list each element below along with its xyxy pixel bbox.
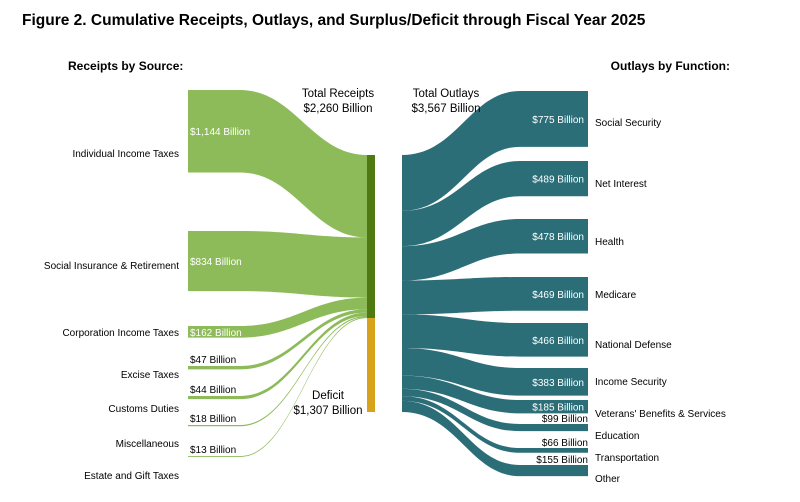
outlay-value-education: $99 Billion xyxy=(542,414,588,425)
outlay-label-income-security: Income Security xyxy=(595,377,667,388)
outlay-flows xyxy=(402,91,588,477)
outlay-value-medicare: $469 Billion xyxy=(532,290,584,301)
total-receipts-value: $2,260 Billion xyxy=(303,103,372,115)
outlay-label-social-security: Social Security xyxy=(595,118,661,129)
receipt-value-corporation-income-taxes: $162 Billion xyxy=(190,328,242,339)
receipt-flow-customs-duties xyxy=(188,312,367,400)
receipt-label-estate-and-gift-taxes: Estate and Gift Taxes xyxy=(84,471,179,482)
outlay-value-net-interest: $489 Billion xyxy=(532,175,584,186)
receipt-value-individual-income-taxes: $1,144 Billion xyxy=(190,127,250,138)
labels: Individual Income Taxes $1,144 Billion Soc… xyxy=(44,59,730,485)
outlay-flow-health xyxy=(402,219,588,281)
receipt-label-corporation-income-taxes: Corporation Income Taxes xyxy=(62,328,179,339)
receipt-label-miscellaneous: Miscellaneous xyxy=(116,439,179,450)
outlay-label-national-defense: National Defense xyxy=(595,340,672,351)
receipt-value-customs-duties: $44 Billion xyxy=(190,385,236,396)
outlay-value-transportation: $66 Billion xyxy=(542,438,588,449)
deficit-label: Deficit xyxy=(312,390,345,402)
receipt-label-social-insurance-and-retirement: Social Insurance & Retirement xyxy=(44,261,179,272)
outlay-value-income-security: $383 Billion xyxy=(532,378,584,389)
outlay-label-medicare: Medicare xyxy=(595,290,637,301)
outlay-flow-net-interest xyxy=(402,161,588,247)
outlay-label-health: Health xyxy=(595,237,624,248)
receipt-flow-excise-taxes xyxy=(188,309,367,370)
receipt-label-customs-duties: Customs Duties xyxy=(108,404,179,415)
receipt-flow-individual-income-taxes xyxy=(188,90,367,238)
deficit-value: $1,307 Billion xyxy=(293,405,362,417)
outlay-label-education: Education xyxy=(595,431,639,442)
outlay-flow-other xyxy=(402,400,588,477)
total-receipts-label: Total Receipts xyxy=(302,88,374,100)
receipt-label-individual-income-taxes: Individual Income Taxes xyxy=(72,149,179,160)
outlay-flow-transportation xyxy=(402,396,588,453)
outlay-flow-medicare xyxy=(402,277,588,315)
outlay-flow-income-security xyxy=(402,347,588,396)
outlay-value-veterans-benefits-and-services: $185 Billion xyxy=(532,403,584,414)
receipt-value-excise-taxes: $47 Billion xyxy=(190,355,236,366)
figure-title: Figure 2. Cumulative Receipts, Outlays, … xyxy=(22,12,646,29)
outlay-label-other: Other xyxy=(595,474,621,485)
total-outlays-label: Total Outlays xyxy=(413,88,480,100)
receipt-flow-corporation-income-taxes xyxy=(188,297,367,338)
total-outlays-value: $3,567 Billion xyxy=(411,103,480,115)
receipt-value-estate-and-gift-taxes: $13 Billion xyxy=(190,445,236,456)
receipt-flow-social-insurance-and-retirement xyxy=(188,231,367,298)
receipt-flows xyxy=(188,90,367,457)
receipt-value-miscellaneous: $18 Billion xyxy=(190,414,236,425)
outlay-flow-national-defense xyxy=(402,314,588,357)
outlay-value-social-security: $775 Billion xyxy=(532,115,584,126)
receipts-header: Receipts by Source: xyxy=(68,59,183,73)
outlay-value-national-defense: $466 Billion xyxy=(532,336,584,347)
outlays-header: Outlays by Function: xyxy=(611,59,730,73)
outlay-label-transportation: Transportation xyxy=(595,453,659,464)
outlay-flow-education xyxy=(402,388,588,432)
deficit-bar xyxy=(367,318,375,412)
outlay-label-net-interest: Net Interest xyxy=(595,179,647,190)
outlay-label-veterans-benefits-and-services: Veterans' Benefits & Services xyxy=(595,409,726,420)
total-receipts-bar xyxy=(367,155,375,319)
total-bars xyxy=(367,155,375,412)
outlay-value-health: $478 Billion xyxy=(532,232,584,243)
outlay-flow-veterans-benefits-and-services xyxy=(402,375,588,414)
receipt-value-social-insurance-and-retirement: $834 Billion xyxy=(190,257,242,268)
receipt-label-excise-taxes: Excise Taxes xyxy=(121,370,179,381)
outlay-value-other: $155 Billion xyxy=(536,455,588,466)
outlay-flow-social-security xyxy=(402,91,588,211)
